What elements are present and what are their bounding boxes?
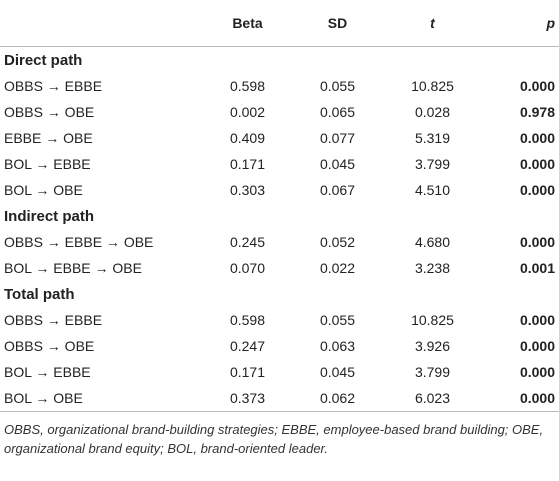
beta-cell: 0.171	[229, 156, 266, 172]
data-row: EBBE → OBE 0.409 0.077 5.319 0.000	[0, 125, 559, 151]
sd-cell: 0.077	[319, 130, 356, 146]
p-cell: 0.000	[519, 338, 555, 354]
column-header: SD	[290, 0, 385, 47]
sd-cell: 0.062	[290, 385, 385, 412]
section-row: Indirect path	[0, 203, 559, 229]
sd-cell: 0.022	[319, 260, 356, 276]
path-label: OBBS → EBBE → OBE	[4, 234, 154, 250]
data-row: BOL → EBBE → OBE 0.070 0.022 3.238 0.001	[0, 255, 559, 281]
t-cell: 6.023	[385, 385, 480, 412]
data-row: OBBS → OBE 0.002 0.065 0.028 0.978	[0, 99, 559, 125]
path-label: EBBE → OBE	[4, 130, 93, 146]
t-cell: 4.680	[414, 234, 451, 250]
data-row: BOL → OBE 0.373 0.062 6.023 0.000	[0, 385, 559, 412]
beta-cell: 0.002	[229, 104, 266, 120]
column-header: p	[480, 0, 559, 47]
footnote: OBBS, organizational brand-building stra…	[4, 422, 544, 456]
header-row: Beta SD t p	[0, 0, 559, 47]
beta-cell: 0.373	[205, 385, 290, 412]
p-cell: 0.000	[519, 364, 555, 380]
beta-cell: 0.247	[229, 338, 266, 354]
beta-cell: 0.171	[229, 364, 266, 380]
path-label: BOL → EBBE → OBE	[4, 260, 142, 276]
path-label: OBBS → EBBE	[4, 78, 103, 94]
t-cell: 3.799	[414, 364, 451, 380]
table-body: Direct path OBBS → EBBE 0.598 0.055 10.825 0.…	[0, 47, 559, 412]
data-row: BOL → EBBE 0.171 0.045 3.799 0.000	[0, 151, 559, 177]
p-cell: 0.000	[519, 234, 555, 250]
t-cell: 4.510	[414, 182, 451, 198]
p-cell: 0.000	[519, 312, 555, 328]
data-row: BOL → EBBE 0.171 0.045 3.799 0.000	[0, 359, 559, 385]
t-cell: 0.028	[414, 104, 451, 120]
sd-cell: 0.055	[319, 312, 356, 328]
sd-cell: 0.055	[319, 78, 356, 94]
section-title: Direct path	[4, 51, 83, 69]
table-header: Beta SD t p	[0, 0, 559, 47]
beta-cell: 0.245	[229, 234, 266, 250]
beta-cell: 0.409	[229, 130, 266, 146]
data-row: OBBS → EBBE 0.598 0.055 10.825 0.000	[0, 73, 559, 99]
beta-cell: 0.303	[229, 182, 266, 198]
section-title: Total path	[4, 285, 75, 303]
column-header: Beta	[205, 0, 290, 47]
path-label: OBBS → OBE	[4, 104, 95, 120]
p-cell: 0.000	[519, 78, 555, 94]
sd-cell: 0.045	[319, 364, 356, 380]
sd-cell: 0.065	[319, 104, 356, 120]
p-cell: 0.000	[519, 182, 555, 198]
t-cell: 3.926	[414, 338, 451, 354]
path-label: BOL → EBBE	[4, 364, 91, 380]
beta-cell: 0.598	[229, 78, 266, 94]
path-label: BOL → OBE	[4, 182, 83, 198]
section-row: Total path	[0, 281, 559, 307]
sd-cell: 0.063	[319, 338, 356, 354]
data-row: OBBS → OBE 0.247 0.063 3.926 0.000	[0, 333, 559, 359]
p-cell: 0.000	[519, 130, 555, 146]
p-cell: 0.000	[480, 385, 559, 412]
beta-cell: 0.598	[229, 312, 266, 328]
data-row: OBBS → EBBE → OBE 0.245 0.052 4.680 0.000	[0, 229, 559, 255]
data-row: OBBS → EBBE 0.598 0.055 10.825 0.000	[0, 307, 559, 333]
section-row: Direct path	[0, 47, 559, 74]
p-cell: 0.001	[519, 260, 555, 276]
path-label: BOL → EBBE	[4, 156, 91, 172]
t-cell: 10.825	[411, 78, 454, 94]
beta-cell: 0.070	[229, 260, 266, 276]
p-cell: 0.000	[519, 156, 555, 172]
path-label: OBBS → OBE	[4, 338, 95, 354]
p-cell: 0.978	[519, 104, 555, 120]
sd-cell: 0.067	[319, 182, 356, 198]
section-title: Indirect path	[4, 207, 95, 225]
t-cell: 3.238	[414, 260, 451, 276]
path-label: BOL → OBE	[0, 385, 205, 412]
path-label: OBBS → EBBE	[4, 312, 103, 328]
sd-cell: 0.045	[319, 156, 356, 172]
results-table: Beta SD t p Direct path OBBS → EBBE 0.598 0…	[0, 0, 559, 412]
t-cell: 3.799	[414, 156, 451, 172]
sd-cell: 0.052	[319, 234, 356, 250]
data-row: BOL → OBE 0.303 0.067 4.510 0.000	[0, 177, 559, 203]
t-cell: 10.825	[411, 312, 454, 328]
column-header: t	[385, 0, 480, 47]
t-cell: 5.319	[414, 130, 451, 146]
empty-header	[0, 0, 205, 47]
